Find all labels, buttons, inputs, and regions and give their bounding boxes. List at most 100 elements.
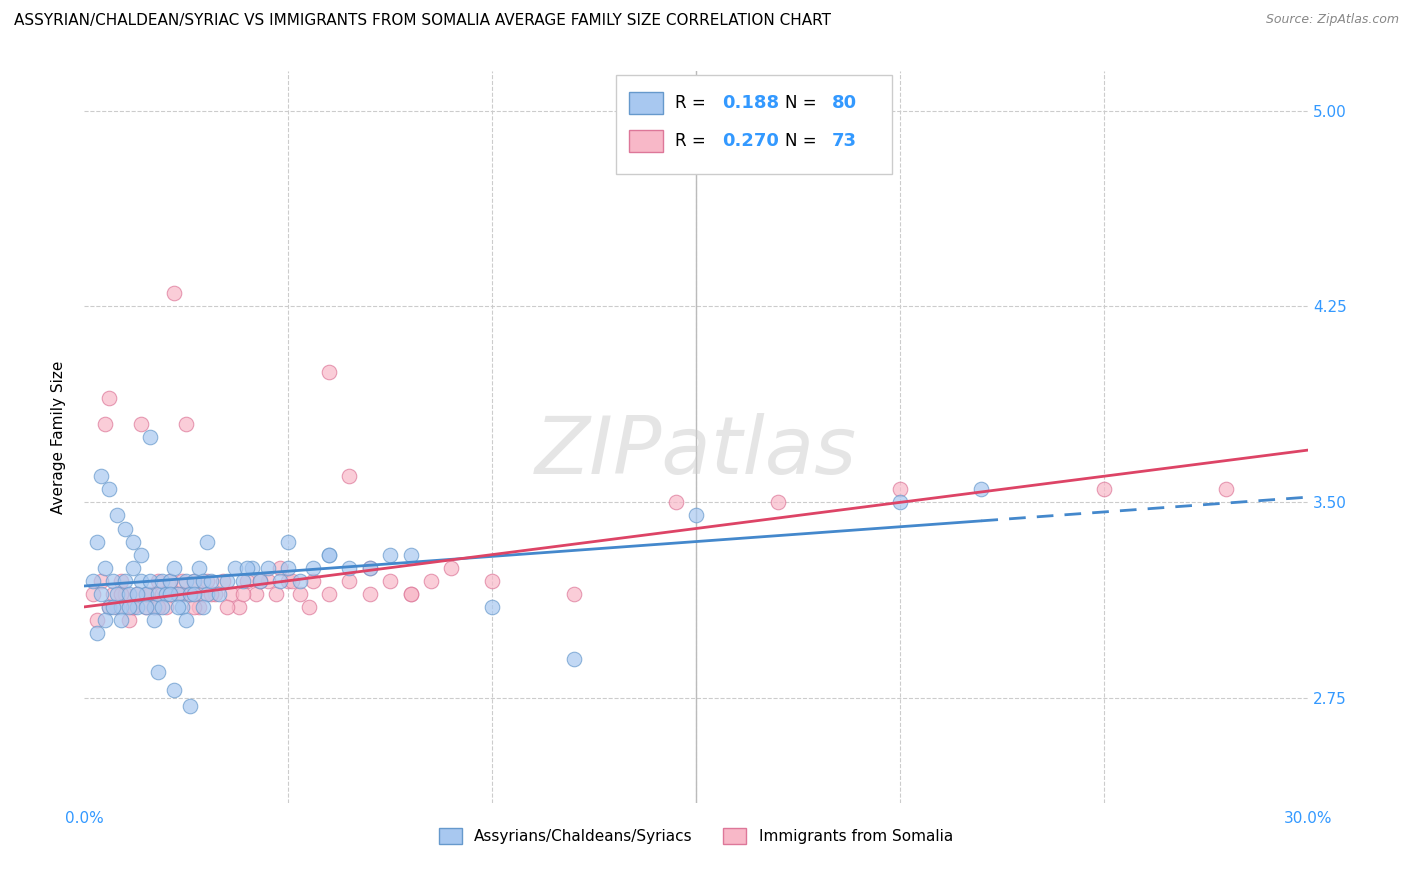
FancyBboxPatch shape bbox=[616, 75, 891, 174]
Point bbox=[159, 574, 181, 588]
Text: 0.188: 0.188 bbox=[721, 94, 779, 112]
Point bbox=[105, 508, 128, 523]
Point bbox=[889, 483, 911, 497]
Point bbox=[217, 574, 239, 588]
Text: R =: R = bbox=[675, 94, 711, 112]
Point bbox=[142, 599, 165, 614]
Point bbox=[150, 599, 173, 614]
Point bbox=[122, 599, 145, 614]
Text: 0.270: 0.270 bbox=[721, 132, 779, 150]
Point bbox=[146, 574, 169, 588]
Point bbox=[131, 417, 153, 431]
Point bbox=[339, 469, 361, 483]
Point bbox=[131, 574, 153, 588]
Point bbox=[110, 599, 132, 614]
Point bbox=[97, 483, 120, 497]
Point bbox=[481, 574, 503, 588]
Point bbox=[249, 574, 271, 588]
Point bbox=[167, 599, 190, 614]
Point bbox=[179, 699, 201, 714]
Point bbox=[127, 587, 149, 601]
Point bbox=[204, 587, 226, 601]
Point bbox=[146, 599, 169, 614]
Point bbox=[127, 587, 149, 601]
Point bbox=[93, 417, 115, 431]
Point bbox=[1215, 483, 1237, 497]
Point bbox=[380, 574, 402, 588]
Point bbox=[562, 652, 585, 666]
Point bbox=[281, 574, 304, 588]
Point bbox=[200, 574, 222, 588]
Point bbox=[339, 574, 361, 588]
Point bbox=[183, 587, 205, 601]
Point bbox=[232, 574, 254, 588]
Point bbox=[138, 574, 160, 588]
Point bbox=[179, 587, 201, 601]
Point bbox=[318, 548, 340, 562]
Point bbox=[200, 587, 222, 601]
Point bbox=[82, 574, 104, 588]
Point bbox=[167, 587, 190, 601]
Point bbox=[245, 587, 267, 601]
Point bbox=[665, 495, 688, 509]
Point bbox=[90, 587, 112, 601]
Point bbox=[277, 574, 299, 588]
Point bbox=[889, 495, 911, 509]
Point bbox=[318, 365, 340, 379]
Point bbox=[101, 599, 124, 614]
Point bbox=[167, 587, 190, 601]
Point bbox=[195, 534, 218, 549]
Text: ZIPatlas: ZIPatlas bbox=[534, 413, 858, 491]
Point bbox=[257, 560, 280, 574]
Point bbox=[172, 574, 194, 588]
Point bbox=[359, 560, 381, 574]
Point bbox=[114, 574, 136, 588]
Point bbox=[970, 483, 993, 497]
Point bbox=[359, 560, 381, 574]
Point bbox=[163, 683, 186, 698]
Legend: Assyrians/Chaldeans/Syriacs, Immigrants from Somalia: Assyrians/Chaldeans/Syriacs, Immigrants … bbox=[433, 822, 959, 850]
Point bbox=[155, 587, 177, 601]
Point bbox=[118, 613, 141, 627]
Point bbox=[179, 587, 201, 601]
Point bbox=[183, 599, 205, 614]
Text: N =: N = bbox=[786, 132, 823, 150]
Point bbox=[135, 599, 157, 614]
Point bbox=[195, 587, 218, 601]
Point bbox=[90, 574, 112, 588]
Point bbox=[150, 587, 173, 601]
Point bbox=[264, 587, 287, 601]
Point bbox=[219, 587, 242, 601]
Point bbox=[290, 587, 312, 601]
Point bbox=[131, 548, 153, 562]
Point bbox=[318, 587, 340, 601]
FancyBboxPatch shape bbox=[628, 130, 664, 152]
Point bbox=[86, 613, 108, 627]
Point bbox=[110, 587, 132, 601]
Point bbox=[150, 574, 173, 588]
Point bbox=[228, 599, 250, 614]
Point bbox=[339, 560, 361, 574]
Point bbox=[290, 574, 312, 588]
Text: Source: ZipAtlas.com: Source: ZipAtlas.com bbox=[1265, 13, 1399, 27]
Point bbox=[269, 560, 291, 574]
Point bbox=[142, 613, 165, 627]
Point bbox=[249, 574, 271, 588]
Point bbox=[90, 469, 112, 483]
Point bbox=[380, 548, 402, 562]
Point bbox=[101, 587, 124, 601]
Point bbox=[135, 587, 157, 601]
Point bbox=[127, 599, 149, 614]
Point bbox=[301, 560, 323, 574]
Text: R =: R = bbox=[675, 132, 711, 150]
Point bbox=[399, 548, 422, 562]
Point bbox=[135, 599, 157, 614]
Point bbox=[269, 574, 291, 588]
Y-axis label: Average Family Size: Average Family Size bbox=[51, 360, 66, 514]
Point bbox=[172, 599, 194, 614]
Point bbox=[122, 560, 145, 574]
Point bbox=[135, 587, 157, 601]
Point bbox=[101, 574, 124, 588]
Point bbox=[114, 587, 136, 601]
Point bbox=[105, 599, 128, 614]
